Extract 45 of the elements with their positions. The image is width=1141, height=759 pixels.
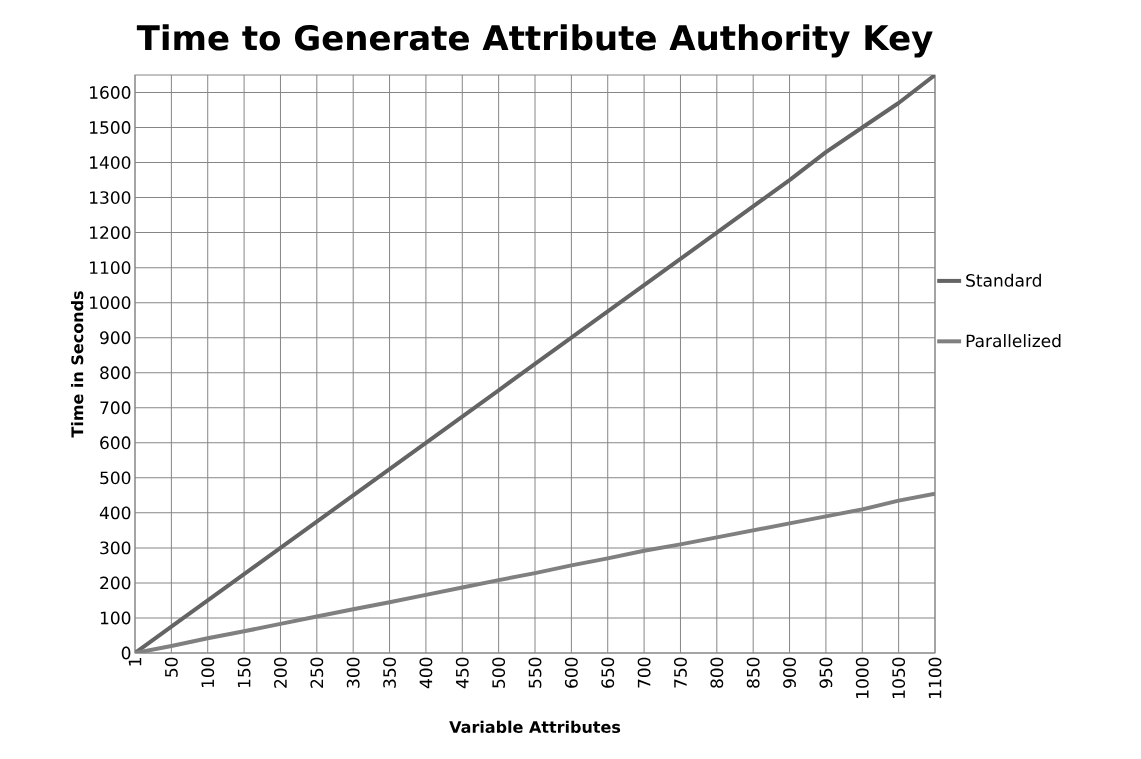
y-tick-label: 1500 [90, 121, 131, 134]
x-tick-label: 100 [201, 657, 215, 688]
x-tick-label: 450 [455, 657, 469, 689]
y-tick-label: 600 [100, 436, 131, 450]
x-tick-label: 150 [237, 657, 251, 688]
x-tick-label: 950 [819, 657, 833, 688]
chart-title: Time to Generate Attribute Authority Key [136, 24, 933, 58]
y-tick-label: 1100 [90, 261, 131, 275]
x-axis-title: Variable Attributes [449, 720, 621, 734]
y-tick-label: 1300 [90, 191, 131, 205]
y-tick-label: 700 [100, 401, 131, 415]
y-tick-label: 500 [100, 471, 131, 485]
x-tick-label: 1050 [892, 657, 906, 698]
x-tick-label: 850 [746, 657, 760, 688]
x-tick-label: 750 [674, 657, 687, 688]
x-tick-label: 600 [564, 657, 578, 688]
x-tick-label: 350 [383, 657, 396, 688]
x-tick-label: 800 [710, 657, 724, 688]
x-tick-label: 1100 [928, 657, 942, 698]
y-tick-label: 1600 [90, 86, 131, 99]
x-tick-label: 50 [164, 657, 178, 677]
x-tick-label: 1000 [855, 657, 869, 698]
x-tick-label: 250 [310, 657, 324, 688]
y-tick-label: 200 [100, 576, 131, 590]
y-tick-label: 800 [100, 366, 131, 380]
x-tick-label: 650 [601, 657, 615, 688]
x-tick-label: 500 [492, 657, 506, 688]
y-tick-label: 100 [100, 611, 131, 625]
x-tick-label: 1 [128, 658, 142, 666]
y-tick-label: 1200 [90, 226, 131, 240]
y-tick-label: 1000 [90, 296, 131, 310]
y-tick-label: 900 [100, 331, 131, 345]
legend-label: Standard [966, 273, 1041, 287]
x-tick-label: 900 [783, 657, 796, 688]
y-tick-label: 300 [100, 541, 131, 555]
y-tick-label: 0 [121, 646, 131, 660]
x-tick-label: 400 [419, 657, 433, 689]
x-tick-label: 200 [274, 657, 287, 688]
legend-label: Parallelized [966, 334, 1061, 348]
x-tick-label: 300 [346, 657, 360, 688]
y-tick-label: 400 [99, 506, 131, 520]
x-tick-label: 700 [637, 657, 651, 688]
y-tick-label: 1400 [90, 156, 131, 169]
x-tick-label: 550 [528, 657, 542, 688]
y-axis-title: Time in Seconds [70, 291, 84, 438]
